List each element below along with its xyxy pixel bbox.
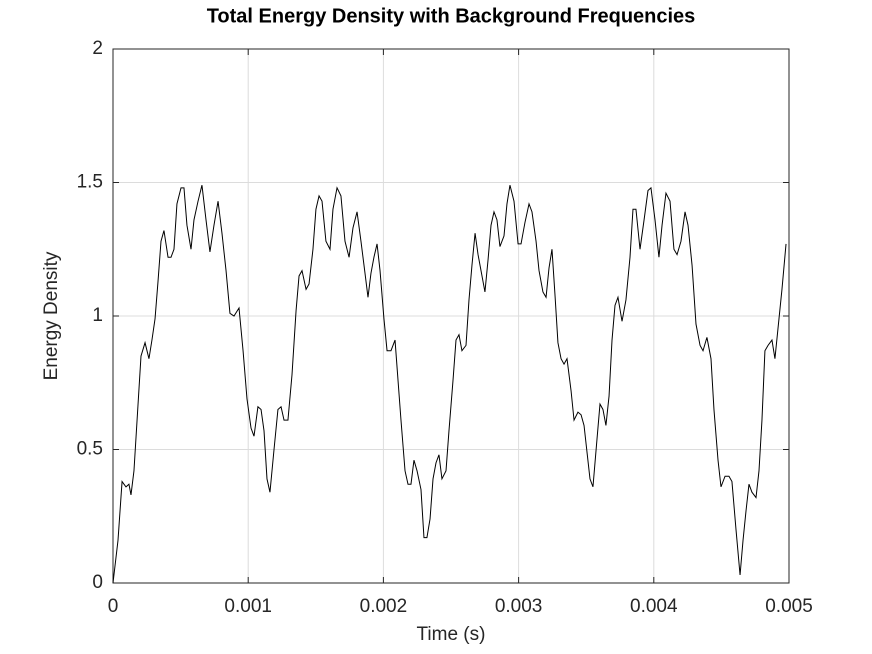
y-tick-label: 1 — [92, 305, 103, 326]
x-tick-label: 0 — [108, 596, 119, 617]
x-tick-label: 0.002 — [360, 596, 408, 617]
x-tick-label: 0.005 — [765, 596, 813, 617]
y-tick-label: 2 — [92, 38, 103, 59]
chart-title: Total Energy Density with Background Fre… — [207, 5, 696, 27]
x-tick-label: 0.004 — [630, 596, 678, 617]
y-tick-label: 0 — [92, 572, 103, 593]
y-axis-label: Energy Density — [41, 251, 62, 380]
x-tick-label: 0.001 — [224, 596, 272, 617]
plot-frame — [112, 48, 790, 584]
y-tick-label: 0.5 — [77, 439, 103, 460]
y-tick-label: 1.5 — [77, 172, 103, 193]
data-line — [112, 185, 787, 584]
x-tick-label: 0.003 — [495, 596, 543, 617]
x-axis-label: Time (s) — [417, 624, 486, 645]
